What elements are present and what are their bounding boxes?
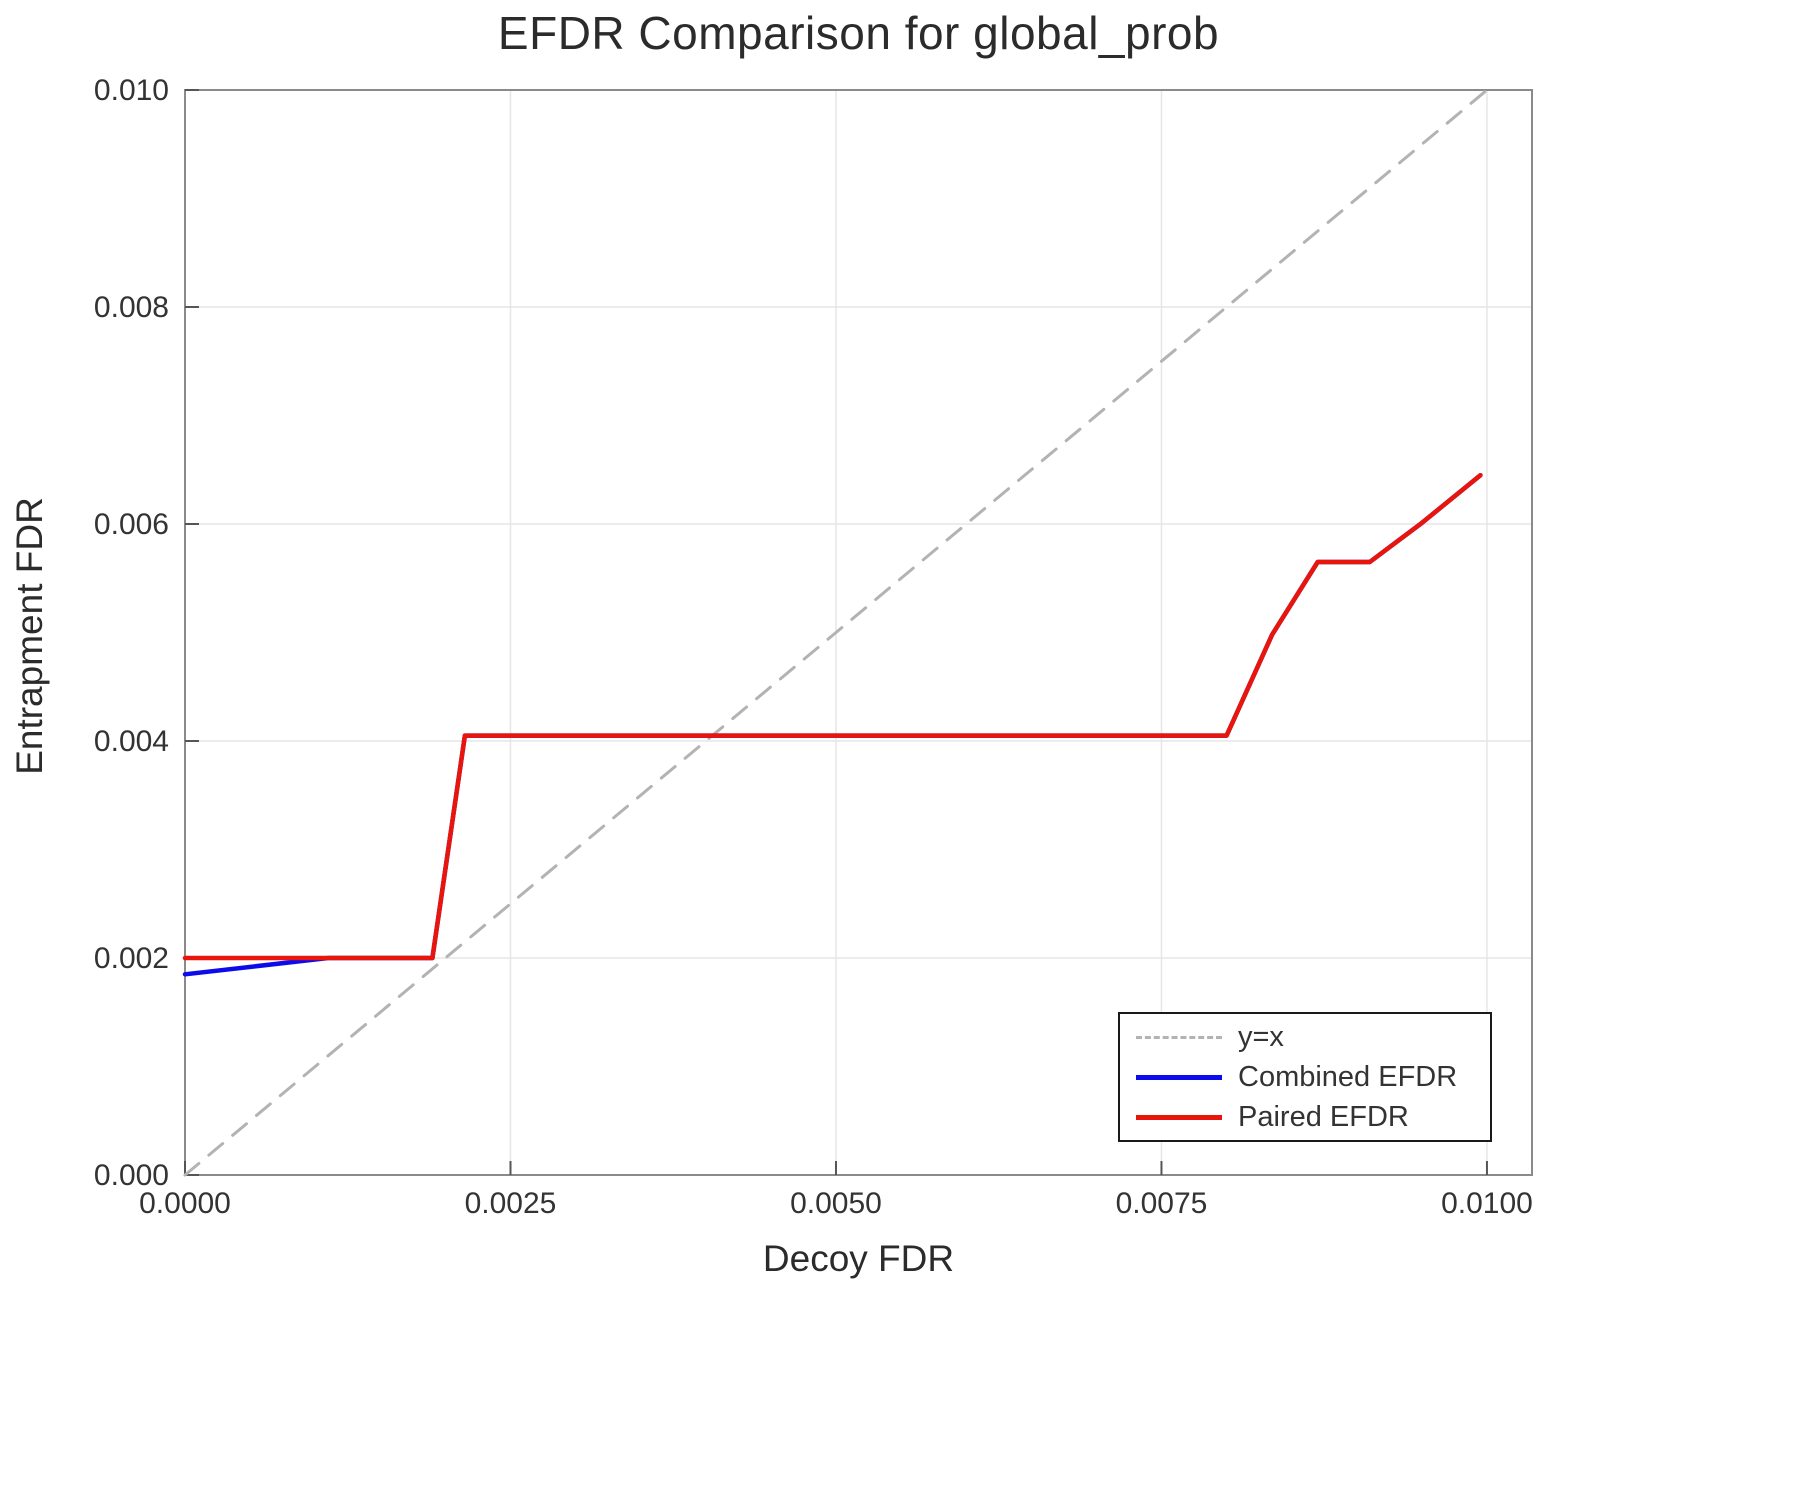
x-tick-label: 0.0025 [465, 1187, 557, 1220]
legend-entry-identity: y=x [1136, 1020, 1490, 1054]
y-tick-label: 0.002 [94, 942, 169, 975]
legend-line-sample-red [1136, 1114, 1222, 1120]
legend-line-sample-dashed [1136, 1035, 1222, 1039]
x-tick-label: 0.0100 [1441, 1187, 1533, 1220]
x-tick-label: 0.0050 [790, 1187, 882, 1220]
legend: y=x Combined EFDR Paired EFDR [1118, 1012, 1492, 1142]
series-line-y-x [183, 88, 1489, 1177]
y-tick-label: 0.006 [94, 508, 169, 541]
legend-label: Paired EFDR [1238, 1100, 1409, 1133]
legend-line-sample-blue [1136, 1074, 1222, 1080]
y-tick-label: 0.010 [94, 74, 169, 107]
y-axis-label: Entrapment FDR [9, 497, 50, 775]
y-tick-label: 0.004 [94, 725, 169, 758]
x-axis-label: Decoy FDR [762, 1238, 955, 1279]
plot-frame [184, 89, 1533, 1176]
x-tick-label: 0.0075 [1116, 1187, 1208, 1220]
legend-label: y=x [1238, 1020, 1284, 1053]
chart-title: EFDR Comparison for global_prob [497, 7, 1220, 59]
series-line-combined-efdr [182, 472, 1483, 977]
y-tick-label: 0.008 [94, 291, 169, 324]
series-line-paired-efdr [182, 472, 1483, 961]
legend-entry-combined-efdr: Combined EFDR [1136, 1060, 1490, 1094]
x-tick-label: 0.0000 [139, 1187, 231, 1220]
legend-label: Combined EFDR [1238, 1060, 1458, 1093]
y-tick-label: 0.000 [94, 1159, 169, 1192]
legend-entry-paired-efdr: Paired EFDR [1136, 1100, 1490, 1134]
